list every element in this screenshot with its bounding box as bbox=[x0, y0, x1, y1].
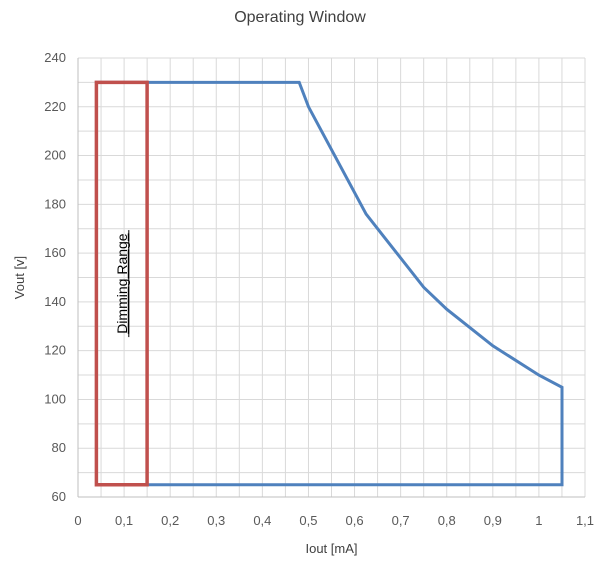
dimming-range-rectangle bbox=[94, 80, 149, 487]
x-tick-label: 0,3 bbox=[207, 513, 225, 528]
y-tick-label: 160 bbox=[44, 245, 66, 260]
x-axis-label: Iout [mA] bbox=[305, 541, 357, 556]
y-axis-label: Vout [v] bbox=[12, 256, 27, 299]
y-tick-label: 220 bbox=[44, 99, 66, 114]
y-tick-label: 200 bbox=[44, 148, 66, 163]
x-tick-label: 1,1 bbox=[576, 513, 594, 528]
x-tick-label: 0,6 bbox=[346, 513, 364, 528]
x-tick-label: 0,4 bbox=[253, 513, 271, 528]
y-tick-label: 60 bbox=[52, 489, 66, 504]
y-tick-label: 120 bbox=[44, 343, 66, 358]
y-tick-label: 100 bbox=[44, 391, 66, 406]
y-tick-label: 80 bbox=[52, 440, 66, 455]
dimming-range-label: Dimming Range bbox=[114, 233, 130, 334]
annotations: Dimming Range bbox=[114, 230, 130, 338]
axes: 0 0,1 0,2 0,3 0,4 0,5 0,6 0,7 0,8 0,9 1 1,1 60 80 100 1… bbox=[44, 50, 594, 528]
y-tick-label: 240 bbox=[44, 50, 66, 65]
x-tick-label: 1 bbox=[535, 513, 542, 528]
x-tick-label: 0,7 bbox=[392, 513, 410, 528]
operating-window-line bbox=[94, 80, 564, 487]
x-tick-label: 0,1 bbox=[115, 513, 133, 528]
chart-title: Operating Window bbox=[234, 9, 366, 26]
x-tick-label: 0,5 bbox=[299, 513, 317, 528]
x-tick-label: 0,2 bbox=[161, 513, 179, 528]
plot-series bbox=[94, 80, 564, 487]
y-tick-label: 140 bbox=[44, 294, 66, 309]
x-tick-label: 0 bbox=[74, 513, 81, 528]
x-tick-label: 0,8 bbox=[438, 513, 456, 528]
grid-lines bbox=[77, 57, 586, 498]
x-tick-label: 0,9 bbox=[484, 513, 502, 528]
y-tick-label: 180 bbox=[44, 196, 66, 211]
